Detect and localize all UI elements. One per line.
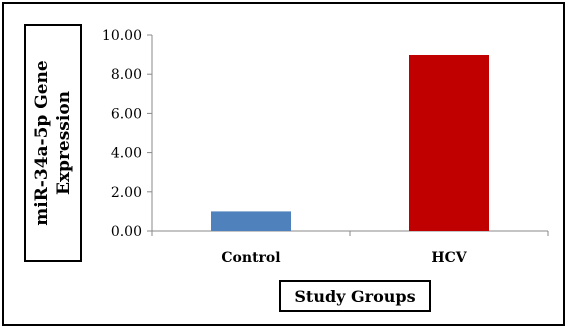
bar-control	[211, 211, 291, 231]
x-category-label: HCV	[431, 250, 467, 266]
x-category-label: Control	[221, 250, 280, 266]
y-tick-label: 4.00	[111, 146, 142, 162]
y-tick-label: 2.00	[111, 185, 142, 201]
y-tick-label: 6.00	[111, 106, 142, 122]
y-axis-label-box: miR-34a-5p Gene Expression	[24, 24, 82, 262]
bar-hcv	[409, 54, 489, 231]
y-tick-label: 10.00	[102, 28, 142, 44]
bars	[211, 54, 489, 231]
y-tick-label: 8.00	[111, 67, 142, 83]
y-tick-label: 0.00	[111, 224, 142, 240]
x-axis-label: Study Groups	[279, 280, 431, 312]
axis-labels: 0.00 2.00 4.00 6.00 8.00 10.00 Control HCV	[102, 28, 468, 266]
